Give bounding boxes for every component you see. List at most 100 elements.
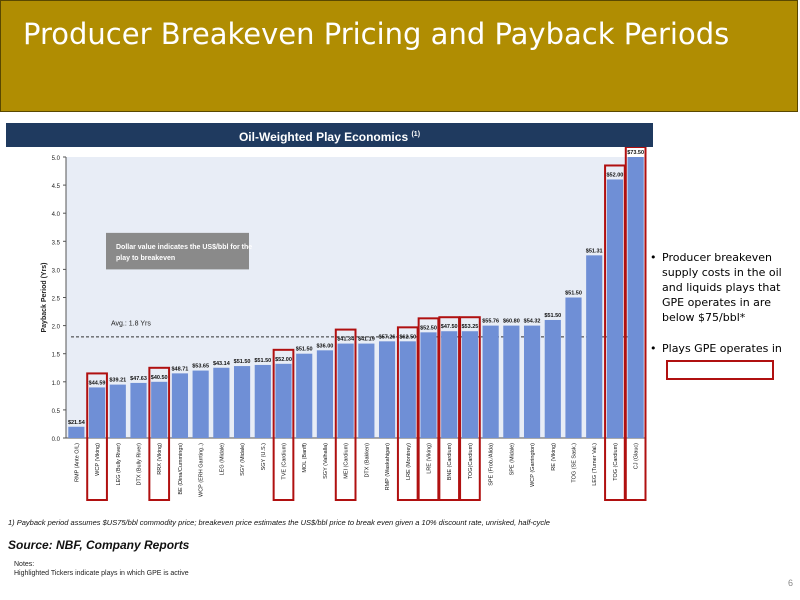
x-tick-label: LEG (Midale) [219,443,225,476]
highlight-box [86,372,108,501]
bar-value-label: $51.50 [234,359,251,365]
bar-value-label: $36.00 [317,343,334,349]
bar [254,364,271,438]
bar-value-label: $52.50 [420,325,437,331]
bar [316,350,334,438]
bar [420,332,437,438]
bar-value-label: $60.80 [503,319,520,325]
slide-title: Producer Breakeven Pricing and Payback P… [23,17,730,51]
x-tick-label: DTX (Bakken) [364,443,370,478]
bullet-list: Producer breakeven supply costs in the o… [648,250,788,372]
page-number: 6 [788,578,794,588]
bar [586,255,603,438]
highlight-box [148,366,171,501]
bar [399,341,416,438]
highlight-box [459,316,481,501]
x-tick-label: WCP (Garrington) [530,443,536,487]
y-tick-label: 1.0 [52,381,61,387]
x-tick-label: SGY (Valhalla) [323,443,329,479]
bar-value-label: $51.31 [586,248,603,254]
y-axis-label: Payback Period (Yrs) [41,262,48,332]
bar-value-label: $43.14 [213,361,231,367]
highlight-box [334,328,357,501]
bar-value-label: $39.21 [109,378,126,384]
y-tick-label: 0.5 [52,409,61,415]
annotation-text: play to breakeven [116,255,175,262]
x-tick-label: MEI (Cardium) [344,443,350,479]
chart-footnote: 1) Payback period assumes $US75/bbl comm… [8,518,550,527]
x-tick-label: LRE (Viking) [427,443,433,474]
highlight-box [396,326,419,501]
bar [503,325,520,438]
highlight-box [272,348,295,501]
y-tick-label: 3.0 [52,268,61,274]
bar [337,343,354,438]
bar [171,373,189,438]
bar [68,426,85,438]
x-tick-label: BE (Dina/Cummings) [178,443,184,495]
bar [296,353,313,438]
bar [482,325,499,438]
x-tick-label: DTX (Bully River) [137,443,143,486]
x-tick-label: CJ (Glauc) [634,443,640,469]
chart-title-superscript: (1) [411,131,421,138]
bar-value-label: $51.50 [565,291,582,297]
average-label: Avg.: 1.8 Yrs [111,321,151,328]
x-tick-label: LEG (Bully River) [116,443,122,486]
annotation-text: Dollar value indicates the US$/bbl for t… [116,244,252,251]
x-tick-label: TVE (Cardium) [282,443,288,480]
highlight-box [438,316,461,501]
bar [130,382,147,438]
bar [151,381,168,438]
x-tick-label: WCP (ERH Garrting..) [199,443,205,497]
x-tick-label: SGY (Midale) [240,443,246,476]
bar [275,363,292,438]
x-tick-label: TOG (Cardium) [613,443,619,481]
bar [461,331,479,438]
x-tick-label: WCP (Viking) [95,443,101,476]
x-tick-label: LRE (Montney) [406,443,412,480]
bar-value-label: $51.50 [296,347,313,353]
x-tick-label: TOG(Cardium) [468,443,474,479]
bar-value-label: $54.32 [524,319,541,325]
y-tick-label: 2.5 [52,297,61,303]
bar-value-label: $73.50 [627,150,644,156]
x-tick-label: RE (Viking) [551,443,557,471]
x-tick-label: BNE (Cardium) [447,443,453,480]
bullet-item: Producer breakeven supply costs in the o… [648,250,788,325]
y-tick-label: 2.0 [52,325,61,331]
bar-value-label: $62.50 [399,334,416,340]
bar [544,319,561,438]
bar [88,387,106,438]
y-tick-label: 1.5 [52,353,61,359]
chart-banner: Oil-Weighted Play Economics (1) [6,123,653,147]
bar [109,384,126,438]
bar-value-label: $47.50 [441,324,458,330]
y-tick-label: 4.5 [52,184,61,190]
x-tick-label: RRX (Viking) [157,443,163,475]
bar [523,325,541,438]
notes-heading: Notes: [14,561,35,568]
x-tick-label: SPE (Frob./Alida) [489,443,495,486]
highlight-box [417,317,440,501]
bar-value-label: $41.19 [358,337,375,343]
bar-value-label: $47.63 [130,376,147,382]
bar-value-label: $57.26 [379,334,396,340]
bar [378,341,396,438]
y-tick-label: 0.0 [52,437,61,443]
bar-value-label: $51.50 [254,358,271,364]
bar-value-label: $53.25 [462,324,479,330]
bar [606,179,624,439]
bar [213,367,230,438]
bar-value-label: $40.50 [151,375,168,381]
bar-value-label: $48.71 [172,366,189,372]
x-tick-label: LEG (Turner Val.) [592,443,598,486]
x-tick-label: SPE (Midale) [509,443,515,476]
notes: Notes: Highlighted Tickers indicate play… [14,560,189,578]
bar [358,343,375,438]
highlight-legend-box [666,360,774,380]
chart-title-text: Oil-Weighted Play Economics [238,130,409,144]
bar-value-label: $52.00 [275,357,292,363]
highlight-box [624,147,647,501]
bar-value-label: $51.50 [544,313,561,319]
